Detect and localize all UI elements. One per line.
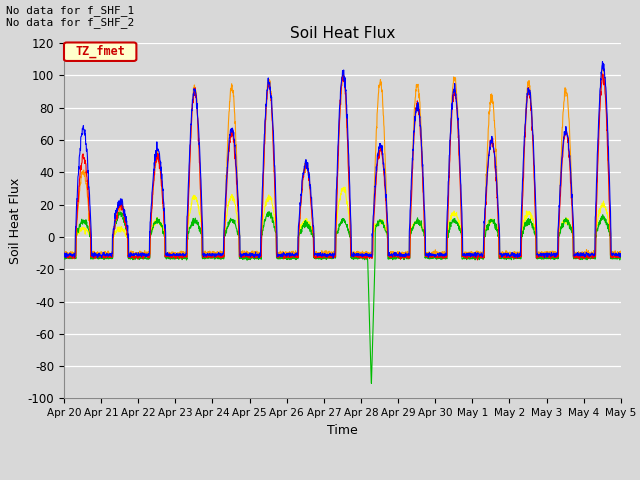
Text: TZ_fmet: TZ_fmet [76,45,125,59]
Legend: SHF1, SHF2, SHF3, SHF4, SHF5: SHF1, SHF2, SHF3, SHF4, SHF5 [175,477,509,480]
Y-axis label: Soil Heat Flux: Soil Heat Flux [9,178,22,264]
Title: Soil Heat Flux: Soil Heat Flux [290,25,395,41]
FancyBboxPatch shape [64,43,136,61]
Text: No data for f_SHF_1
No data for f_SHF_2: No data for f_SHF_1 No data for f_SHF_2 [6,5,134,28]
X-axis label: Time: Time [327,424,358,437]
